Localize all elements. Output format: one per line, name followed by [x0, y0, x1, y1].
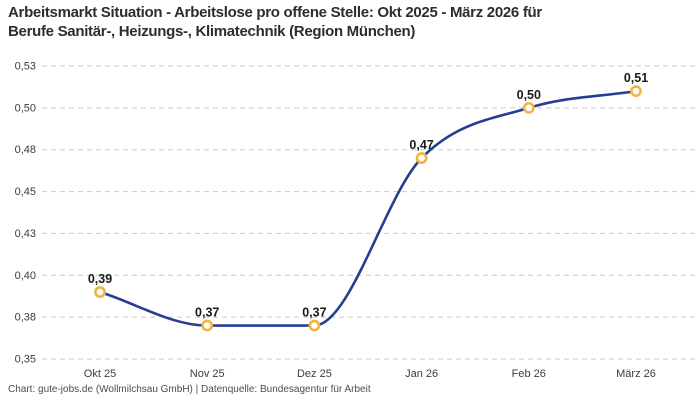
chart-title-line-1: Arbeitsmarkt Situation - Arbeitslose pro…	[8, 4, 542, 21]
data-point-marker	[415, 152, 428, 164]
x-tick-label: Jan 26	[405, 368, 438, 380]
y-tick-label: 0,38	[15, 312, 36, 324]
y-tick-label: 0,50	[15, 102, 36, 114]
y-tick-label: 0,35	[15, 354, 36, 366]
x-tick-label: März 26	[616, 368, 656, 380]
data-point-marker	[94, 286, 106, 298]
y-tick-label: 0,40	[15, 270, 36, 282]
chart-source-attribution: Chart: gute-jobs.de (Wollmilchsau GmbH) …	[8, 384, 371, 395]
y-tick-label: 0,43	[15, 228, 36, 240]
data-point-value-label: 0,51	[624, 71, 648, 85]
x-tick-label: Feb 26	[512, 368, 546, 380]
y-tick-label: 0,45	[15, 186, 36, 198]
data-point-value-label: 0,37	[195, 306, 219, 320]
data-series-line	[98, 89, 638, 327]
data-point-value-label: 0,47	[409, 138, 433, 152]
data-point-marker	[630, 85, 642, 98]
data-point-value-label: 0,37	[302, 306, 326, 320]
y-tick-label: 0,53	[15, 61, 36, 73]
x-tick-label: Dez 25	[297, 368, 332, 380]
x-tick-label: Nov 25	[190, 368, 225, 380]
x-tick-label: Okt 25	[84, 368, 116, 380]
y-tick-label: 0,48	[15, 144, 36, 156]
data-point-value-label: 0,39	[88, 272, 112, 286]
data-point-marker	[201, 319, 214, 332]
data-point-marker	[308, 319, 321, 332]
chart-title: Arbeitsmarkt Situation - Arbeitslose pro…	[8, 3, 658, 41]
data-point-marker	[522, 101, 535, 114]
data-point-value-label: 0,50	[517, 88, 541, 102]
chart-title-line-2: Berufe Sanitär-, Heizungs-, Klimatechnik…	[8, 23, 416, 40]
